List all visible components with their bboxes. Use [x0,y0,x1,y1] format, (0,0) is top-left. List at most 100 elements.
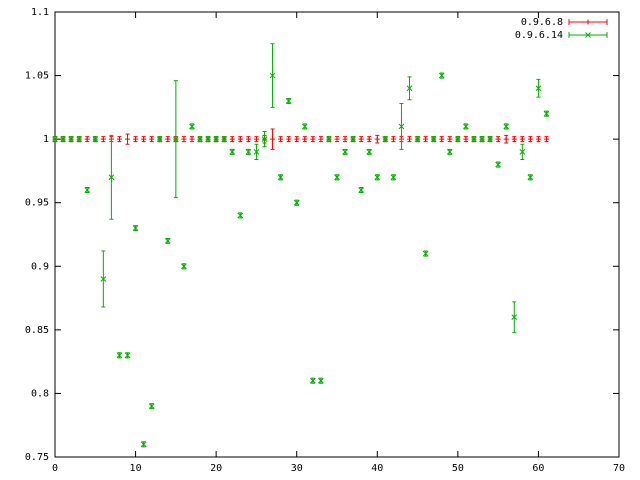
point [100,136,106,142]
point [463,123,469,130]
x-tick-label: 40 [371,463,383,474]
y-tick-label: 1 [43,134,49,145]
point [245,149,252,155]
point [527,174,534,181]
point [84,136,90,142]
point [286,136,292,142]
point [585,32,591,38]
point [124,352,131,359]
point [309,377,316,384]
point [270,136,276,142]
x-tick-label: 0 [52,463,58,474]
point [277,174,284,181]
point [68,136,74,142]
point [398,123,405,130]
point [293,199,300,206]
point [495,161,501,168]
point [165,136,171,142]
point [189,123,195,130]
x-tick-label: 20 [210,463,222,474]
legend-label: 0.9.6.8 [521,17,563,28]
point [439,136,445,142]
plot-frame [54,11,620,458]
point [294,136,300,142]
point [535,136,541,142]
point [487,136,493,142]
point [447,136,453,142]
point [108,174,115,181]
point [390,174,397,181]
point [334,174,340,181]
point [156,136,163,142]
point [245,136,251,142]
point [543,136,549,142]
point [132,225,139,231]
point [511,136,517,142]
point [366,136,372,142]
point [438,72,445,79]
point [125,136,131,142]
point [60,136,66,142]
point [269,72,276,79]
point [374,174,381,181]
point [301,123,308,130]
y-tick-label: 0.75 [25,452,49,463]
point [455,136,461,142]
point [390,136,396,142]
point [350,136,356,142]
point [116,352,123,359]
point [479,136,485,142]
legend-label: 0.9.6.14 [515,30,563,41]
point [140,441,147,448]
point [197,136,203,142]
point [342,136,348,142]
point [261,136,268,142]
point [527,136,533,142]
y-tick-label: 0.8 [31,388,49,399]
x-tick-label: 30 [291,463,303,474]
point [358,187,365,193]
point [181,136,187,142]
point [430,136,437,142]
point [205,136,211,142]
point [471,136,477,142]
y-tick-label: 1.1 [31,7,49,18]
point [302,136,308,142]
point [253,136,259,142]
y-tick-label: 1.05 [25,71,49,82]
point [374,136,380,142]
y-tick-label: 0.85 [25,325,49,336]
point [213,136,219,142]
point [116,136,122,142]
x-tick-label: 10 [130,463,142,474]
point [318,377,324,384]
point [278,136,284,142]
point [133,136,139,142]
point [414,136,421,142]
point [173,136,179,142]
point [84,187,91,193]
point [358,136,364,142]
point [495,136,501,142]
x-tick-label: 50 [452,463,464,474]
point [535,85,542,92]
point [318,136,324,142]
point [229,136,235,142]
point [326,136,332,142]
x-tick-label: 60 [532,463,544,474]
point [366,149,373,155]
x-tick-label: 70 [613,463,625,474]
point [189,136,195,142]
y-tick-label: 0.95 [25,198,49,209]
point [237,212,244,219]
point [585,19,591,25]
point [149,136,155,142]
point [237,136,243,142]
y-tick-label: 0.9 [31,261,49,272]
point [463,136,469,142]
point [519,136,525,142]
point [503,136,509,142]
point [422,250,429,257]
point [407,136,413,142]
